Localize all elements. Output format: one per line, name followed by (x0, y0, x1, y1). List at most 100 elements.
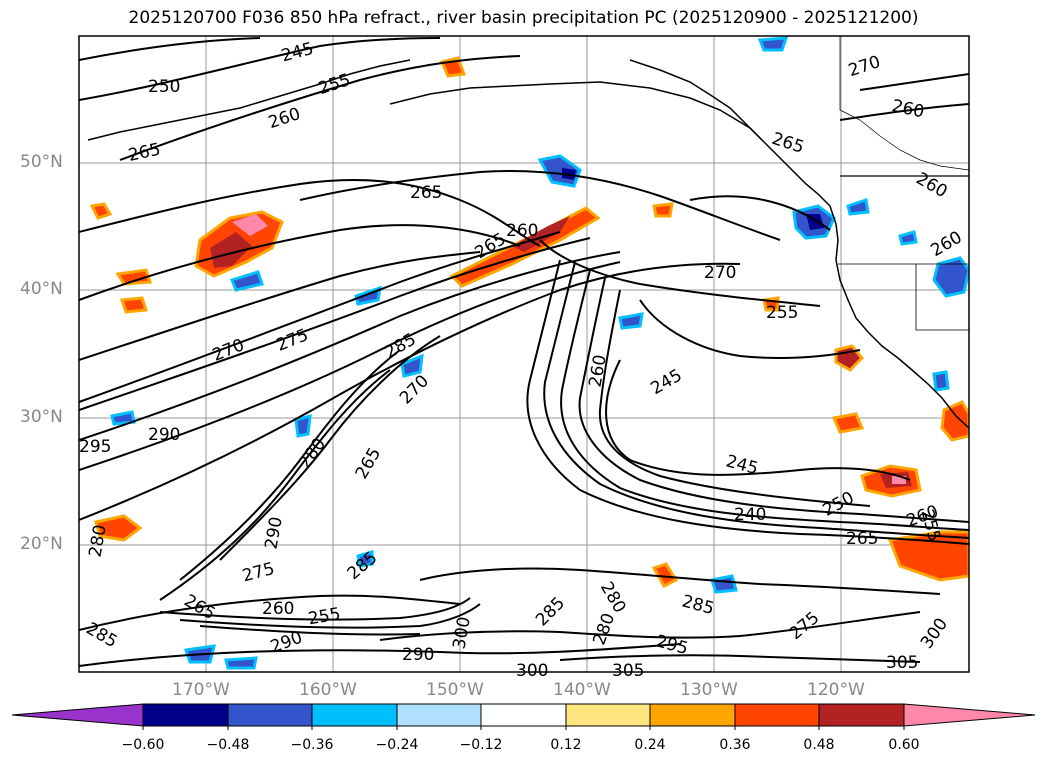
warm-anomaly-patch (210, 232, 252, 268)
cool-anomaly-patch (294, 413, 312, 438)
contour-label: 275 (274, 325, 312, 356)
contour-label: 260 (506, 221, 538, 241)
lon-label-140w: 140°W (553, 680, 611, 700)
contour-label: 275 (240, 559, 277, 587)
contour-label: 285 (680, 591, 717, 619)
cool-anomaly-patch (757, 36, 789, 52)
coastlines (87, 36, 969, 429)
contour-label: 270 (846, 52, 883, 81)
colorbar-extend-high (903, 703, 1036, 727)
cool-anomaly-patch (846, 198, 870, 216)
contour-label: 275 (786, 608, 824, 644)
warm-anomaly-patch (232, 214, 268, 236)
colorbar-tick-label: −0.12 (459, 737, 503, 753)
contour-label: 265 (846, 529, 878, 549)
contour-label: 250 (820, 488, 858, 521)
colorbar-tick-label: −0.36 (290, 737, 334, 753)
lat-label-40n: 40°N (20, 279, 63, 299)
plot-frame (78, 35, 970, 673)
cool-anomaly-patch (898, 230, 918, 246)
warm-anomaly-patch (652, 202, 674, 218)
colorbar-swatch (818, 703, 905, 727)
contour-label: 280 (589, 611, 619, 648)
cool-anomaly-patch (356, 550, 374, 568)
contour-label: 265 (410, 183, 442, 203)
contour-label: 240 (734, 505, 766, 525)
contour-label: 285 (344, 548, 382, 584)
contour-label: 300 (917, 615, 952, 653)
cool-anomaly-patch (224, 656, 258, 670)
contour-label: 300 (516, 661, 548, 681)
colorbar-swatch (480, 703, 567, 727)
colorbar (11, 703, 1036, 730)
warm-anomaly-patch (831, 412, 865, 434)
map-title: 2025120700 F036 850 hPa refract., river … (128, 8, 919, 28)
contour-label: 285 (532, 593, 569, 630)
contour-label: 305 (612, 661, 644, 681)
colorbar-tick-label: 0.48 (803, 737, 835, 753)
lat-label-50n: 50°N (20, 152, 63, 172)
contour-label: 260 (890, 96, 926, 122)
warm-anomaly-patch (940, 400, 969, 442)
warm-anomaly-patch (119, 296, 149, 314)
warm-anomaly-patch (887, 530, 969, 582)
contour-label: 270 (704, 263, 736, 283)
contour-label: 290 (268, 628, 305, 658)
cool-anomaly-patch (932, 370, 950, 392)
contour-label: 295 (79, 437, 111, 457)
cool-anomaly-patch (618, 312, 644, 330)
contour-label-group: 245 250 255 260 265 250 260 265 260 265 … (79, 39, 966, 681)
refractivity-contours (79, 37, 969, 667)
contour-label: 260 (262, 599, 294, 619)
cool-anomaly-patch (710, 574, 738, 594)
cool-anomaly-patch (932, 256, 969, 298)
colorbar-tick-label: 0.60 (888, 737, 920, 753)
contour-label: 265 (352, 444, 386, 482)
colorbar-extend-low (11, 703, 144, 727)
lon-label-130w: 130°W (680, 680, 738, 700)
lon-label-170w: 170°W (172, 680, 230, 700)
contour-label: 255 (307, 604, 342, 629)
warm-anomaly-patch (94, 514, 143, 542)
colorbar-swatch (142, 703, 229, 727)
colorbar-tick-label: 0.12 (550, 737, 582, 753)
warm-anomaly-patch (834, 344, 865, 372)
contour-label: 300 (450, 615, 475, 650)
warm-anomaly-patch (115, 268, 153, 286)
contour-label: 245 (279, 39, 316, 67)
lon-label-150w: 150°W (426, 680, 484, 700)
colorbar-swatch (565, 703, 651, 727)
lon-label-160w: 160°W (299, 680, 357, 700)
contour-label: 290 (402, 645, 434, 665)
contour-label: 255 (766, 303, 798, 323)
lon-label-120w: 120°W (807, 680, 865, 700)
cool-anomaly-patch (400, 353, 424, 378)
warm-anomaly-patch (651, 562, 679, 588)
colorbar-tick-label: −0.60 (121, 737, 165, 753)
contour-label: 250 (148, 77, 180, 97)
colorbar-swatch (649, 703, 736, 727)
contour-label: 265 (126, 140, 162, 166)
contour-label: 285 (83, 619, 121, 653)
colorbar-swatch (396, 703, 482, 727)
lat-label-30n: 30°N (20, 407, 63, 427)
lat-label-20n: 20°N (20, 534, 63, 554)
contour-label: 265 (181, 591, 219, 625)
colorbar-tick-label: 0.36 (719, 737, 751, 753)
contour-label: 260 (586, 353, 611, 388)
colorbar-swatch (311, 703, 398, 727)
contour-label: 260 (928, 227, 966, 261)
warm-anomaly-patch (512, 216, 570, 252)
contour-label: 245 (648, 365, 686, 399)
warm-anomaly-patch (89, 202, 113, 220)
contour-label: 305 (886, 653, 918, 673)
colorbar-tick-label: 0.24 (634, 737, 666, 753)
colorbar-tick-label: −0.48 (206, 737, 250, 753)
contour-label: 290 (148, 425, 180, 445)
cool-anomaly-patch (230, 270, 264, 292)
contour-label: 260 (913, 169, 951, 203)
contour-label: 280 (86, 523, 111, 558)
colorbar-swatch (227, 703, 313, 727)
contour-label: 270 (210, 335, 248, 366)
